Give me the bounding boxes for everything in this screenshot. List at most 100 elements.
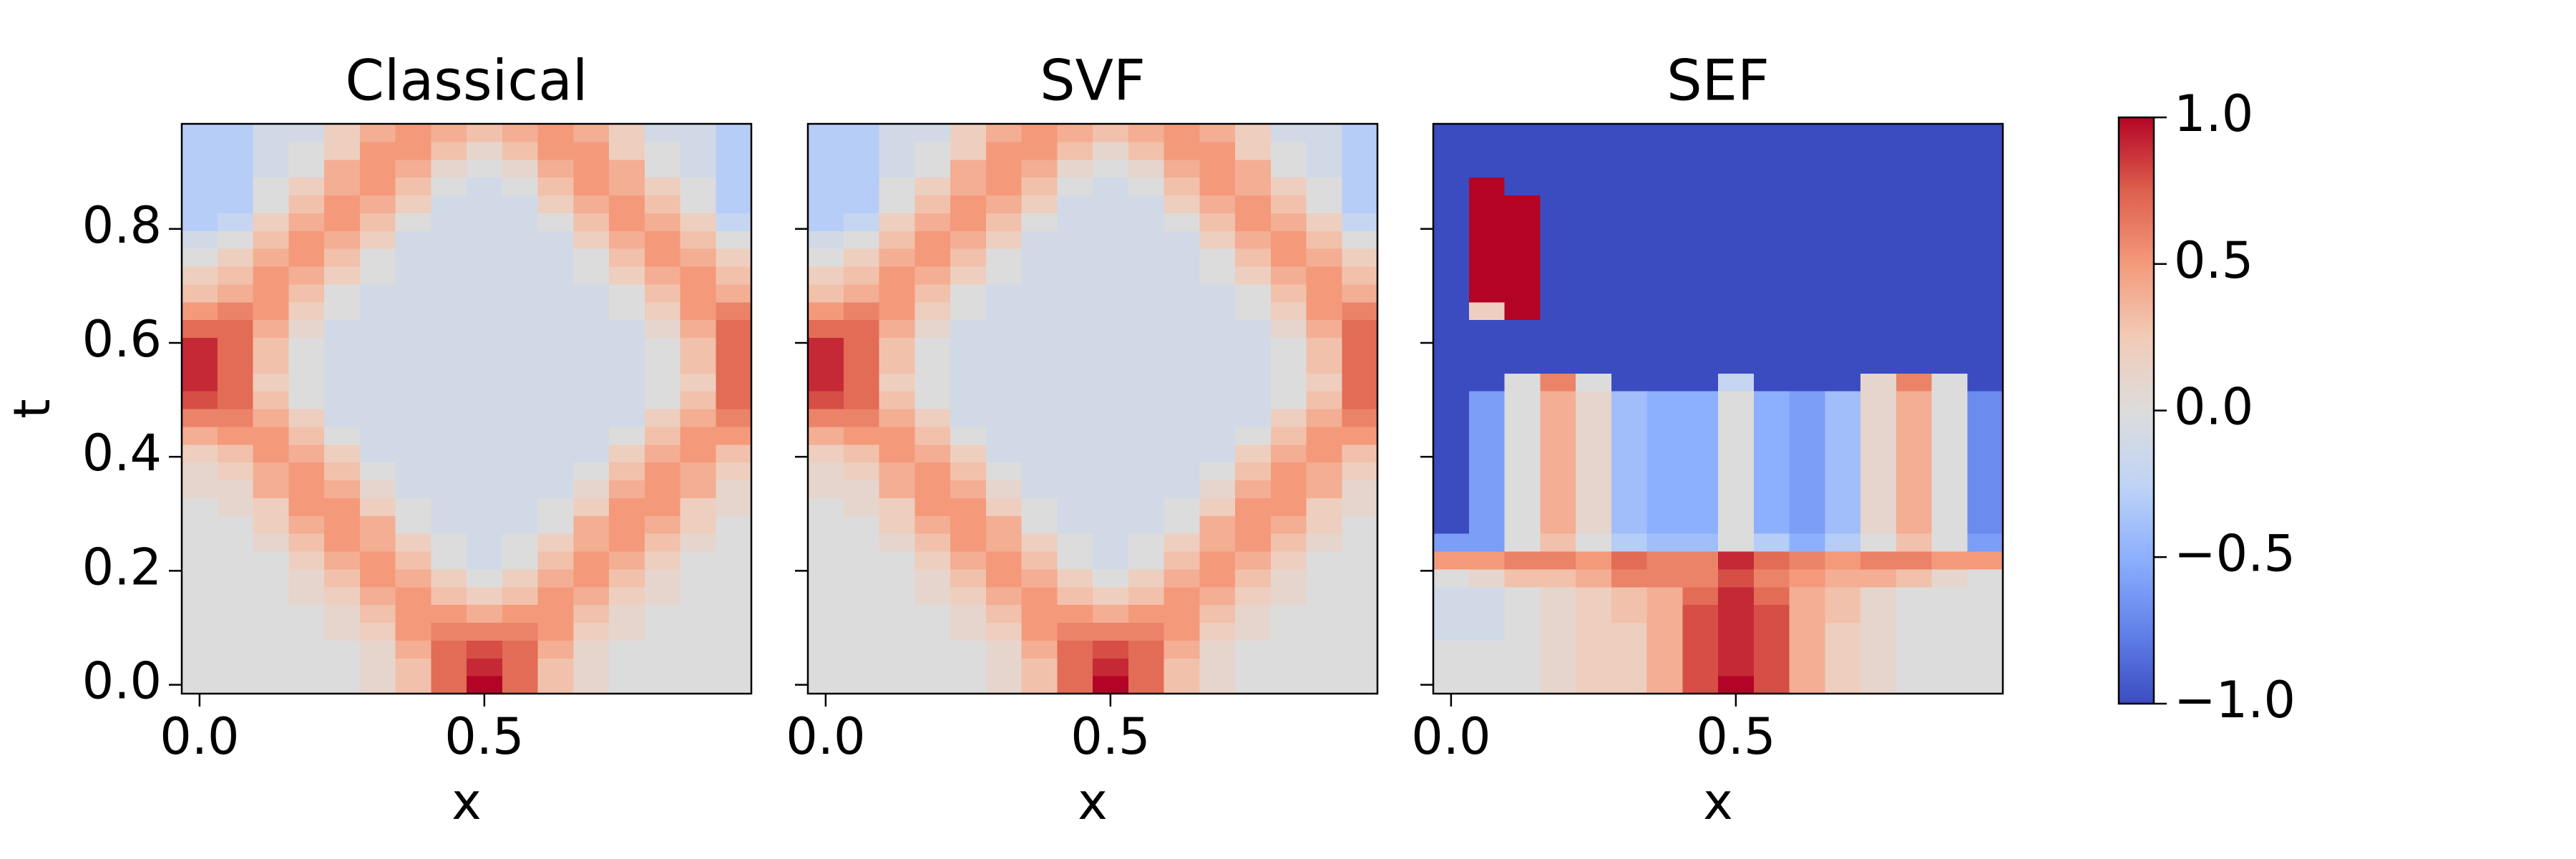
cell bbox=[537, 515, 574, 534]
cell bbox=[467, 568, 503, 588]
cell bbox=[182, 444, 218, 463]
cell bbox=[914, 409, 951, 427]
cell bbox=[1093, 248, 1129, 267]
cell bbox=[431, 409, 467, 427]
cell bbox=[395, 676, 431, 694]
cell bbox=[644, 604, 681, 623]
cell bbox=[879, 159, 915, 178]
cell bbox=[680, 533, 716, 552]
cell bbox=[879, 355, 915, 374]
cell bbox=[431, 141, 467, 160]
cell bbox=[324, 355, 361, 374]
cell bbox=[1235, 159, 1272, 178]
cell bbox=[985, 568, 1023, 588]
cell bbox=[1611, 551, 1648, 570]
cell bbox=[716, 230, 752, 249]
cell bbox=[573, 373, 610, 392]
cell bbox=[609, 426, 645, 445]
cell bbox=[1270, 498, 1307, 516]
cell bbox=[1611, 213, 1648, 231]
cell bbox=[253, 551, 289, 570]
x-axis-label: x bbox=[1703, 772, 1732, 831]
cell bbox=[644, 640, 681, 659]
y-axis-label: t bbox=[3, 399, 62, 418]
cell bbox=[1576, 177, 1612, 196]
cell bbox=[1504, 586, 1541, 606]
cell bbox=[1163, 213, 1200, 231]
cell bbox=[431, 373, 467, 392]
cell bbox=[1931, 248, 1968, 267]
cell bbox=[1682, 248, 1719, 267]
cell bbox=[395, 658, 431, 676]
cell bbox=[1093, 604, 1129, 623]
cell bbox=[1163, 391, 1200, 409]
cell bbox=[950, 177, 987, 196]
cell bbox=[1931, 230, 1968, 249]
cell bbox=[609, 266, 645, 285]
cell bbox=[808, 568, 844, 588]
cell bbox=[431, 301, 467, 321]
cell bbox=[1646, 195, 1683, 213]
cell bbox=[217, 444, 254, 463]
cell bbox=[1789, 283, 1825, 303]
cell bbox=[573, 444, 610, 463]
cell bbox=[1967, 266, 2004, 285]
cell bbox=[1753, 266, 1790, 285]
cell bbox=[1967, 568, 2004, 588]
cell bbox=[217, 551, 254, 570]
cell bbox=[879, 230, 915, 249]
cell bbox=[1540, 444, 1576, 463]
cell bbox=[680, 586, 716, 606]
cell bbox=[1433, 604, 1470, 623]
cell bbox=[1753, 515, 1790, 534]
cell bbox=[1789, 444, 1825, 463]
cell bbox=[395, 586, 431, 606]
cell bbox=[1199, 337, 1236, 356]
cell bbox=[1342, 373, 1378, 392]
cell bbox=[573, 462, 610, 481]
cell bbox=[914, 658, 951, 676]
cell bbox=[1504, 213, 1541, 231]
cell bbox=[1021, 337, 1058, 356]
cell bbox=[1021, 409, 1058, 427]
cell bbox=[217, 515, 254, 534]
cell bbox=[1718, 658, 1755, 676]
cell bbox=[1021, 551, 1058, 570]
cell bbox=[1128, 498, 1165, 516]
cell bbox=[1860, 604, 1897, 623]
cell bbox=[985, 355, 1023, 374]
cell bbox=[1163, 622, 1200, 641]
cell bbox=[1825, 658, 1861, 676]
cell bbox=[1611, 409, 1648, 427]
cell bbox=[1967, 426, 2004, 445]
cell bbox=[1504, 141, 1541, 160]
cell bbox=[1611, 604, 1648, 623]
cell bbox=[395, 248, 431, 267]
cell bbox=[1021, 604, 1058, 623]
cell bbox=[217, 213, 254, 231]
cell bbox=[1646, 301, 1683, 321]
cell bbox=[1896, 551, 1933, 570]
cell bbox=[1128, 141, 1165, 160]
cell bbox=[950, 551, 987, 570]
cell bbox=[1093, 515, 1129, 534]
panel-title: Classical bbox=[345, 49, 587, 113]
cell bbox=[573, 551, 610, 570]
cell bbox=[1306, 568, 1342, 588]
cell bbox=[395, 301, 431, 321]
cell bbox=[1163, 480, 1200, 498]
cell bbox=[182, 141, 218, 160]
cell bbox=[1342, 159, 1378, 178]
cell bbox=[1306, 177, 1342, 196]
cell bbox=[808, 444, 844, 463]
cell bbox=[467, 426, 503, 445]
cell bbox=[537, 124, 574, 142]
cell bbox=[1931, 301, 1968, 321]
cell bbox=[1611, 480, 1648, 498]
cell bbox=[359, 444, 396, 463]
cell bbox=[1128, 568, 1165, 588]
cell bbox=[1896, 283, 1933, 303]
cell bbox=[1270, 658, 1307, 676]
cell bbox=[1718, 444, 1755, 463]
panel bbox=[806, 122, 1379, 695]
